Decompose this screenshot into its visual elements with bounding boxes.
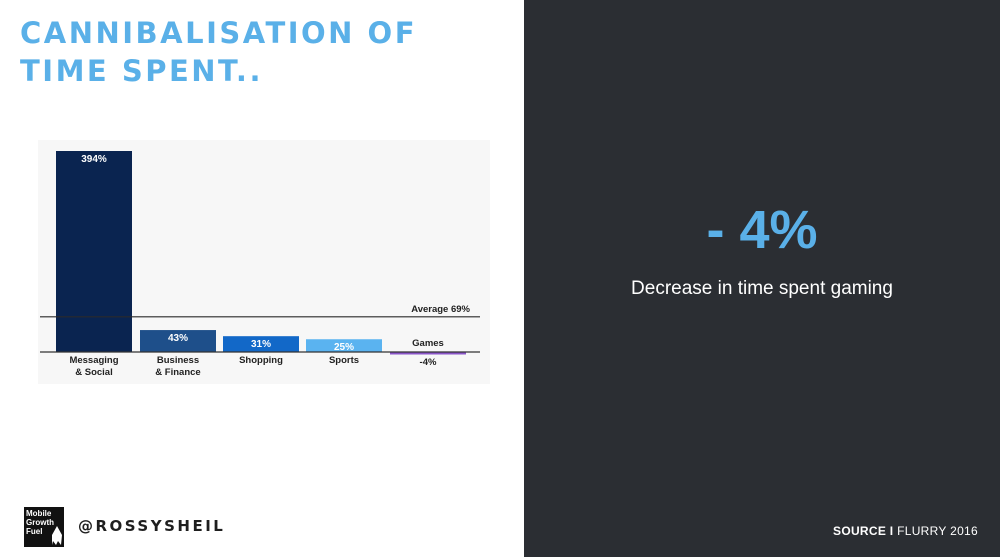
- slide-title: CANNIBALISATION OF TIME SPENT..: [20, 14, 417, 90]
- category-label: Shopping: [239, 355, 283, 366]
- bar-value-label: 43%: [168, 333, 188, 344]
- title-line-2: TIME SPENT..: [20, 54, 263, 88]
- chart-area: 394% Messaging & Social 43% Business & Financ…: [38, 140, 490, 384]
- right-panel: [524, 0, 1000, 557]
- bar-value-label: 25%: [334, 342, 354, 353]
- category-label: Business: [157, 355, 199, 366]
- bar-value-label: 31%: [251, 339, 271, 350]
- bar-chart: 394% Messaging& Social 43% Business& Financ…: [40, 151, 480, 378]
- bar-value-label: 394%: [81, 154, 107, 165]
- rocket-icon: [52, 526, 62, 545]
- bar: [306, 339, 382, 352]
- twitter-handle: @ROSSYSHEIL: [78, 517, 226, 535]
- logo-text: Mobile Growth Fuel: [26, 509, 54, 536]
- category-label: & Social: [75, 367, 113, 378]
- category-label: & Finance: [155, 367, 200, 378]
- source-name: FLURRY 2016: [897, 524, 978, 538]
- big-stat: - 4%: [706, 200, 818, 260]
- bar-value-label: -4%: [420, 357, 437, 368]
- bar: [56, 151, 132, 352]
- bar: [223, 336, 299, 352]
- source-label: SOURCE I: [833, 524, 894, 538]
- stat-caption: Decrease in time spent gaming: [631, 278, 893, 299]
- brand-logo: Mobile Growth Fuel: [24, 507, 64, 547]
- title-line-1: CANNIBALISATION OF: [20, 16, 418, 50]
- category-label: Messaging: [69, 355, 118, 366]
- source-note: SOURCE I FLURRY 2016: [833, 524, 978, 538]
- category-label: Sports: [329, 355, 359, 366]
- bar: [140, 330, 216, 352]
- left-panel: CANNIBALISATION OF TIME SPENT.. 394% Mess…: [20, 14, 490, 547]
- average-label: Average 69%: [411, 304, 470, 315]
- category-label: Games: [412, 338, 444, 349]
- bar: [390, 352, 466, 355]
